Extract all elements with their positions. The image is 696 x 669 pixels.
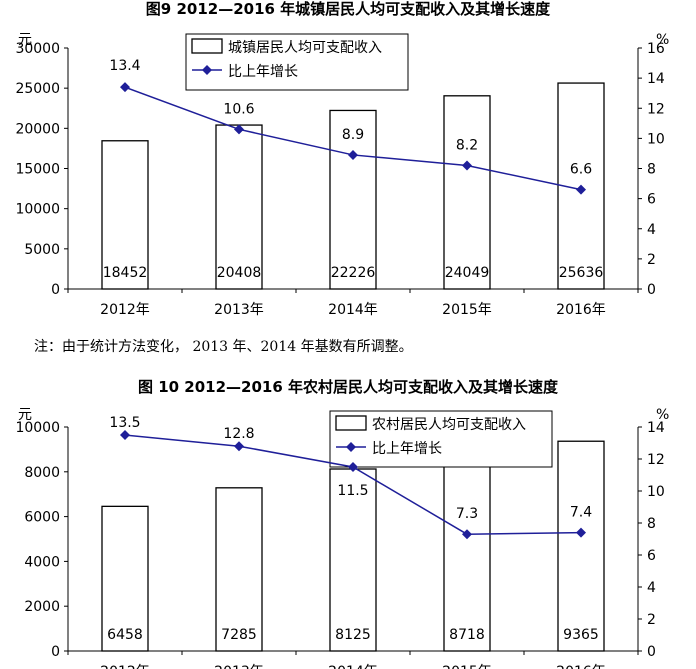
left-tick-label: 5000: [24, 242, 60, 258]
bar-value-label: 24049: [445, 265, 490, 281]
income-bar: [557, 440, 605, 652]
right-tick-label: 8: [647, 516, 656, 532]
legend-line-label: 比上年增长: [228, 64, 298, 80]
left-tick-label: 2000: [24, 599, 60, 615]
growth-label: 6.6: [570, 162, 592, 178]
left-unit-label: 元: [18, 32, 32, 48]
left-tick-label: 0: [51, 282, 60, 298]
growth-point: [576, 184, 586, 195]
right-tick-label: 6: [647, 192, 656, 208]
right-tick-label: 8: [647, 162, 656, 178]
category-label: 2012年: [100, 302, 150, 318]
growth-point: [234, 441, 244, 452]
category-label: 2015年: [442, 664, 492, 669]
category-label: 2013年: [214, 664, 264, 669]
right-tick-label: 14: [647, 420, 665, 436]
left-tick-label: 10000: [15, 202, 60, 218]
category-label: 2013年: [214, 302, 264, 318]
growth-point: [348, 149, 358, 160]
bar-value-label: 25636: [559, 265, 604, 281]
growth-label: 12.8: [223, 426, 254, 442]
category-label: 2014年: [328, 664, 378, 669]
growth-point: [462, 160, 472, 171]
footnote: 注：由于统计方法变化， 2013 年、2014 年基数有所调整。: [34, 339, 413, 355]
left-tick-label: 6000: [24, 510, 60, 526]
income-bar: [329, 109, 377, 290]
growth-label: 13.4: [109, 58, 140, 74]
category-label: 2014年: [328, 302, 378, 318]
rural-income-chart: 0 2000 4000 6000 8000 10000 0 2 4 6 8 10 12 14 元% 2012年…: [15, 407, 669, 669]
left-tick-label: 15000: [15, 162, 60, 178]
growth-label: 8.9: [342, 127, 364, 143]
growth-point: [348, 462, 358, 472]
left-tick-label: 0: [51, 644, 60, 660]
right-tick-label: 2: [647, 612, 656, 628]
growth-label: 13.5: [109, 415, 140, 431]
left-tick-label: 25000: [15, 81, 60, 97]
growth-label: 7.4: [570, 505, 592, 521]
growth-point: [576, 527, 586, 538]
bar-value-label: 20408: [217, 265, 262, 281]
income-bar: [101, 505, 149, 652]
growth-point: [462, 529, 472, 540]
bar-value-label: 18452: [103, 265, 148, 281]
growth-label: 10.6: [223, 101, 254, 117]
legend-line-label: 比上年增长: [372, 441, 442, 457]
growth-point: [120, 82, 130, 93]
legend-bar-swatch: [335, 415, 367, 431]
right-tick-label: 2: [647, 252, 656, 268]
legend-bar-swatch: [191, 38, 223, 54]
income-bar: [443, 95, 491, 290]
right-tick-label: 4: [647, 222, 656, 238]
left-tick-label: 4000: [24, 554, 60, 570]
left-tick-label: 10000: [15, 420, 60, 436]
right-unit-label: %: [656, 32, 669, 48]
right-tick-label: 16: [647, 41, 665, 57]
income-bar: [329, 468, 377, 652]
right-tick-label: 0: [647, 282, 656, 298]
growth-point: [234, 124, 244, 135]
right-tick-label: 10: [647, 484, 665, 500]
legend-box: [329, 410, 553, 468]
growth-label: 7.3: [456, 506, 478, 522]
legend-bar-label: 农村居民人均可支配收入: [372, 417, 526, 433]
category-label: 2012年: [100, 664, 150, 669]
category-label: 2016年: [556, 664, 606, 669]
income-bar: [215, 487, 263, 652]
category-label: 2016年: [556, 302, 606, 318]
bar-value-label: 6458: [107, 627, 143, 643]
growth-label: 8.2: [456, 137, 478, 153]
growth-label: 11.5: [337, 483, 368, 499]
bar-value-label: 7285: [221, 627, 257, 643]
left-tick-label: 20000: [15, 121, 60, 137]
right-tick-label: 6: [647, 548, 656, 564]
income-bar: [101, 140, 149, 290]
legend-marker: [346, 442, 356, 452]
bar-value-label: 8718: [449, 627, 485, 643]
legend-box: [185, 33, 409, 91]
right-tick-label: 14: [647, 71, 665, 87]
chart-title-rural: 图 10 2012—2016 年农村居民人均可支配收入及其增长速度: [137, 378, 559, 396]
right-tick-label: 10: [647, 131, 665, 147]
category-label: 2015年: [442, 302, 492, 318]
right-unit-label: %: [656, 407, 669, 423]
left-tick-label: 30000: [15, 41, 60, 57]
bar-value-label: 8125: [335, 627, 371, 643]
right-tick-label: 4: [647, 580, 656, 596]
left-unit-label: 元: [18, 407, 32, 423]
income-bar: [443, 455, 491, 652]
left-tick-label: 8000: [24, 465, 60, 481]
legend-marker: [202, 65, 212, 75]
urban-income-chart: 0 5000 10000 15000 20000 25000 30000 0 2 4 6 8 10 12 1…: [15, 32, 669, 318]
bar-value-label: 22226: [331, 265, 376, 281]
bar-value-label: 9365: [563, 627, 599, 643]
growth-point: [120, 430, 130, 440]
right-tick-label: 0: [647, 644, 656, 660]
right-tick-label: 12: [647, 452, 665, 468]
right-tick-label: 12: [647, 101, 665, 117]
chart-title-urban: 图9 2012—2016 年城镇居民人均可支配收入及其增长速度: [145, 0, 551, 18]
income-bar: [215, 124, 263, 290]
legend-bar-label: 城镇居民人均可支配收入: [228, 40, 382, 56]
